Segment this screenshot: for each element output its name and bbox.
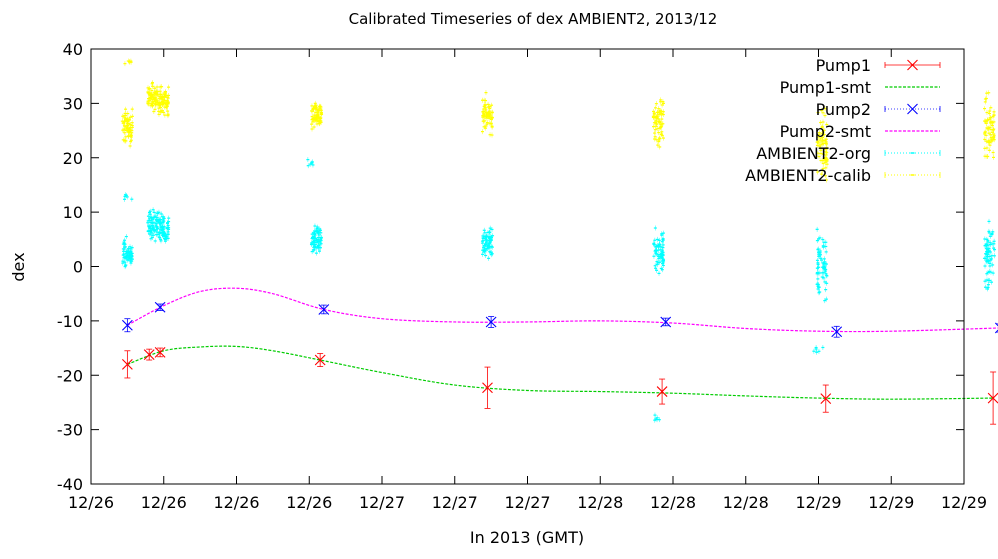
y-tick-label: 40	[63, 40, 83, 59]
plot-area-frame	[90, 48, 965, 485]
data-cluster	[157, 209, 171, 244]
series-pump2	[121, 301, 998, 338]
data-cluster	[815, 106, 829, 183]
data-cluster	[653, 412, 661, 423]
y-tick-label: 0	[73, 258, 83, 277]
x-tick-label: 12/27	[504, 493, 550, 512]
data-cluster	[310, 100, 324, 132]
data-point-marker	[154, 347, 166, 358]
data-point-marker	[987, 392, 998, 404]
x-tick-label: 12/26	[68, 493, 114, 512]
y-tick-label: 10	[63, 203, 83, 222]
series-pump1	[121, 347, 998, 425]
data-cluster	[121, 234, 134, 270]
legend-label: Pump2	[816, 100, 871, 119]
x-tick-label: 12/27	[359, 493, 405, 512]
x-tick-label: 12/28	[723, 493, 769, 512]
x-tick-label: 12/29	[941, 493, 987, 512]
data-point-marker	[143, 349, 155, 360]
data-point-marker	[121, 319, 133, 331]
y-tick-label: -10	[57, 312, 83, 331]
legend-entry: Pump1	[816, 56, 941, 75]
legend-entry: AMBIENT2-org	[756, 144, 941, 163]
legend-label: AMBIENT2-calib	[745, 166, 871, 185]
series-line	[127, 287, 998, 333]
data-cluster	[157, 84, 171, 119]
series-pump2-smt	[127, 287, 998, 333]
data-cluster	[652, 225, 666, 276]
chart-title: Calibrated Timeseries of dex AMBIENT2, 2…	[349, 10, 718, 28]
data-cluster	[480, 90, 494, 138]
y-tick-label: 30	[63, 94, 83, 113]
legend-entry: Pump2	[816, 100, 941, 119]
data-layer	[120, 58, 998, 425]
legend-label: AMBIENT2-org	[756, 144, 871, 163]
data-cluster	[480, 225, 495, 261]
legend-label: Pump1	[816, 56, 871, 75]
series-pump1-smt	[127, 345, 994, 400]
data-point-marker	[831, 326, 843, 338]
data-cluster	[812, 344, 825, 355]
x-tick-label: 12/27	[432, 493, 478, 512]
data-point-marker	[482, 382, 493, 394]
data-cluster	[309, 223, 323, 256]
data-cluster	[306, 157, 315, 169]
data-point-marker	[994, 322, 998, 334]
axis-ticks: -40 -30 -20 -10 0 10 20 30 40 12/26 12/26 12/26 12/2…	[57, 40, 987, 512]
series-line	[127, 345, 994, 400]
legend-entry: Pump1-smt	[780, 78, 940, 97]
data-point-marker	[820, 393, 832, 405]
data-point-marker	[314, 354, 326, 366]
data-cluster	[146, 80, 160, 115]
x-tick-label: 12/26	[141, 493, 187, 512]
data-cluster	[120, 106, 134, 149]
legend-marker	[907, 103, 918, 115]
data-point-marker	[318, 304, 330, 315]
legend-entry: Pump2-smt	[780, 122, 940, 141]
y-axis-label: dex	[9, 252, 28, 281]
data-cluster	[146, 207, 160, 244]
x-tick-label: 12/28	[650, 493, 696, 512]
x-tick-label: 12/29	[795, 493, 841, 512]
data-cluster	[123, 58, 133, 67]
legend-label: Pump2-smt	[780, 122, 871, 141]
legend-label: Pump1-smt	[780, 78, 871, 97]
x-axis-label: In 2013 (GMT)	[470, 528, 584, 547]
y-tick-label: -40	[57, 475, 83, 494]
data-cluster	[651, 97, 665, 150]
y-tick-label: 20	[63, 149, 83, 168]
series-ambient2-calib	[120, 58, 996, 183]
data-point-marker	[656, 386, 668, 397]
data-point-marker	[660, 316, 672, 328]
data-cluster	[983, 90, 996, 160]
data-cluster	[982, 218, 997, 292]
legend-marker	[907, 59, 918, 71]
x-tick-label: 12/28	[577, 493, 623, 512]
legend-entry: AMBIENT2-calib	[745, 166, 941, 185]
x-tick-label: 12/26	[286, 493, 332, 512]
data-cluster	[815, 226, 829, 304]
x-tick-label: 12/29	[868, 493, 914, 512]
data-point-marker	[485, 316, 497, 328]
x-tick-label: 12/26	[213, 493, 259, 512]
data-point-marker	[121, 358, 133, 370]
data-cluster	[123, 192, 134, 202]
y-tick-label: -30	[57, 421, 83, 440]
series-ambient2-org	[121, 157, 997, 423]
data-point-marker	[154, 301, 166, 313]
legend: Pump1 Pump1-smt Pump2 Pump2-smt AMBIENT2-org…	[745, 56, 941, 185]
y-tick-label: -20	[57, 366, 83, 385]
